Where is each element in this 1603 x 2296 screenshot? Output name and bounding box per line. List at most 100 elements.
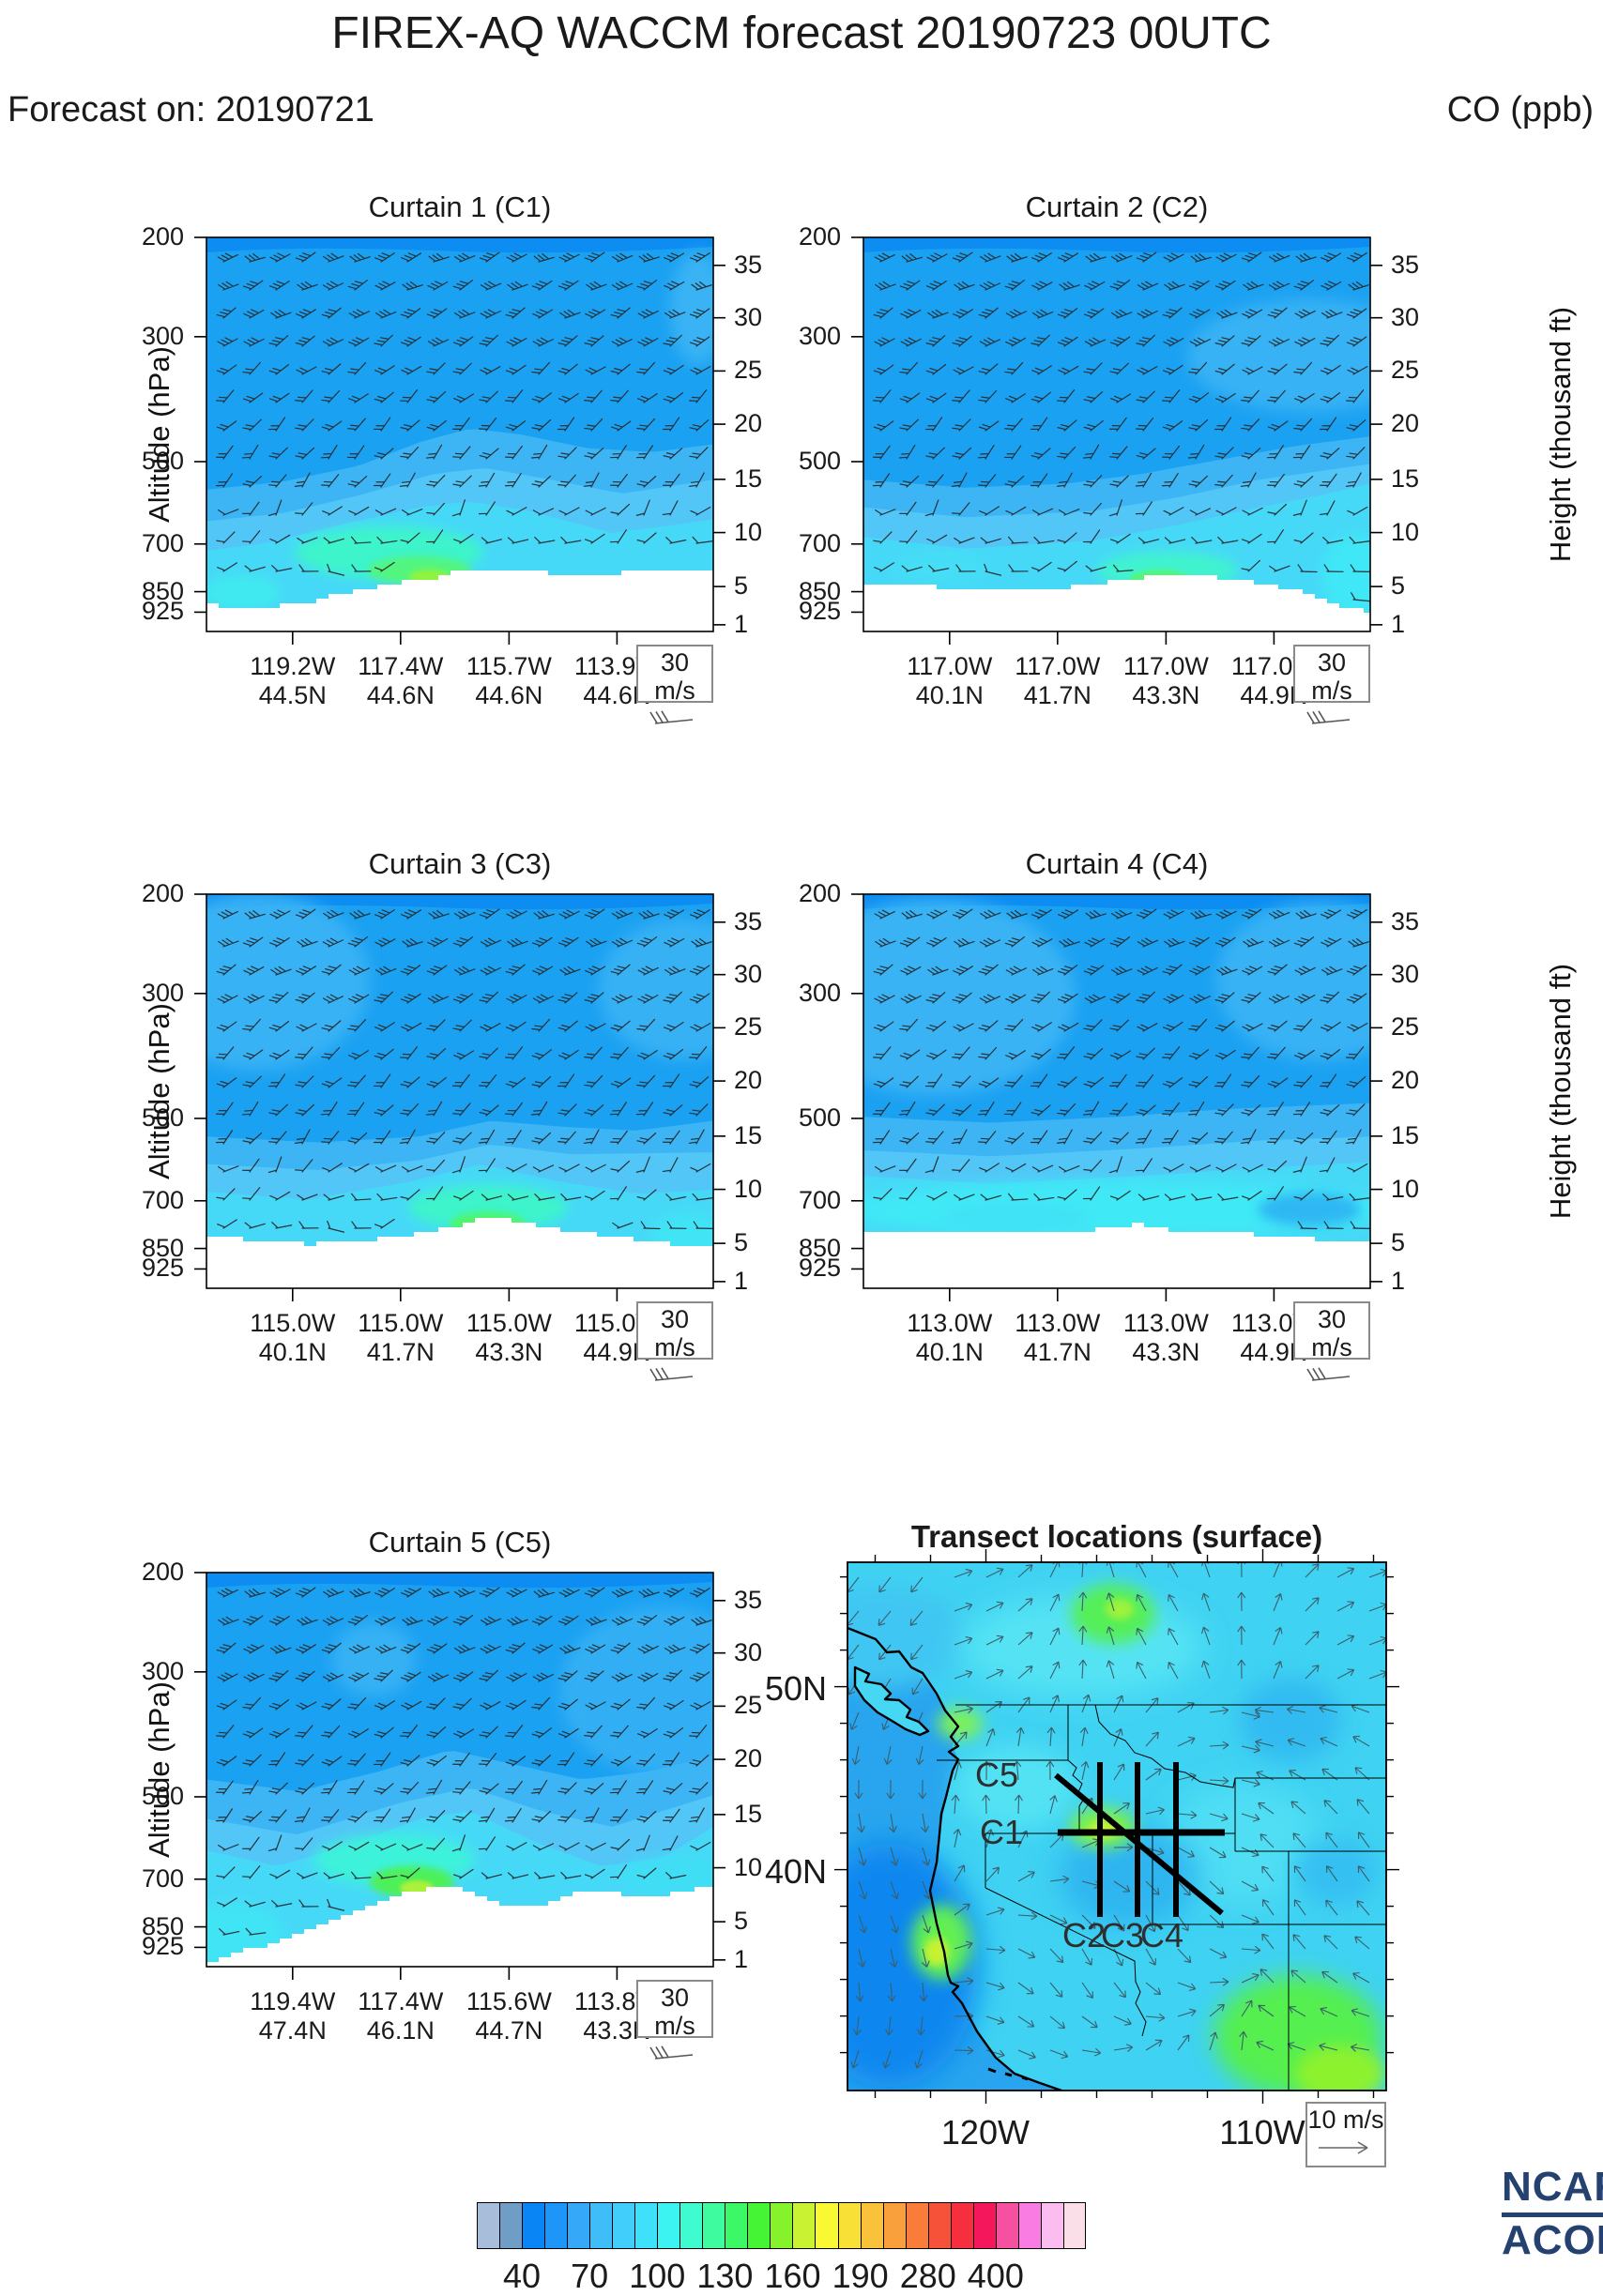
pressure-tick-label: 925 (141, 1254, 184, 1283)
height-tick-label: 15 (734, 1799, 763, 1828)
logo-acom-text: ACOM (1502, 2217, 1603, 2263)
height-tick-label: 35 (1391, 250, 1420, 279)
altitude-axis-label: Altitude (hPa) (143, 1003, 176, 1179)
colorbar-cell (860, 2202, 883, 2249)
barb-reference-icon (649, 2045, 694, 2060)
pressure-tick-label: 300 (798, 978, 841, 1007)
barb-reference-box: 30 m/s (636, 1980, 713, 2060)
pressure-tick-label: 850 (141, 1233, 184, 1262)
barb-reference-label: 30 m/s (654, 648, 695, 705)
colorbar-cell (972, 2202, 996, 2249)
height-tick-label: 30 (1391, 302, 1420, 331)
colorbar-tick-label: 190 (832, 2257, 889, 2295)
forecast-on-label: Forecast on: 20190721 (8, 90, 374, 129)
barb-reference-label: 30 m/s (1311, 1305, 1352, 1361)
colorbar-cell (544, 2202, 568, 2249)
height-tick-label: 1 (1391, 1266, 1406, 1295)
pressure-tick-label: 700 (798, 1185, 841, 1214)
ncar-acom-logo: NCAR ACOM (1502, 2164, 1603, 2264)
colorbar-tick-label: 280 (899, 2257, 956, 2295)
height-tick-label: 10 (734, 1174, 763, 1203)
colorbar-cell (477, 2202, 500, 2249)
lat-line: 44.7N (475, 2016, 543, 2045)
lat-line: 40.1N (258, 1338, 327, 1366)
lat-line: 41.7N (1023, 1338, 1092, 1366)
colorbar-cell (1040, 2202, 1063, 2249)
lonlat-tick-label: 119.4W 47.4N (227, 1987, 359, 2045)
colorbar-cell (612, 2202, 635, 2249)
curtain-plot-C1 (194, 236, 725, 645)
curtain-plot-C2 (851, 236, 1382, 645)
curtain-title-C2: Curtain 2 (C2) (1025, 190, 1209, 223)
lat-line: 41.7N (1023, 681, 1092, 709)
colorbar-cell (499, 2202, 523, 2249)
colorbar-tick-label: 130 (696, 2257, 754, 2295)
pressure-tick-label: 850 (141, 576, 184, 605)
lat-line: 44.6N (366, 681, 435, 709)
vector-reference-box: 10 m/s (1305, 2102, 1386, 2167)
barb-reference-label: 30 m/s (654, 1984, 695, 2040)
page-title: FIREX-AQ WACCM forecast 20190723 00UTC (331, 8, 1272, 58)
height-tick-label: 25 (734, 1012, 763, 1042)
pressure-tick-label: 500 (141, 1781, 184, 1810)
transect-label-C1: C1 (980, 1813, 1023, 1851)
pressure-tick-label: 500 (141, 446, 184, 475)
pressure-tick-label: 925 (141, 597, 184, 626)
lonlat-tick-label: 117.4W 44.6N (335, 652, 466, 710)
pressure-tick-label: 925 (798, 597, 841, 626)
lonlat-tick-label: 115.7W 44.6N (443, 652, 574, 710)
colorbar-tick-label: 70 (571, 2257, 609, 2295)
map-title: Transect locations (surface) (910, 1519, 1323, 1554)
colorbar-cell (567, 2202, 590, 2249)
colorbar-cell (1062, 2202, 1086, 2249)
height-tick-label: 1 (734, 609, 749, 638)
lonlat-tick-label: 117.0W 43.3N (1100, 652, 1231, 710)
colorbar-cell (927, 2202, 951, 2249)
height-tick-label: 35 (734, 906, 763, 935)
logo-ncar-text: NCAR (1502, 2164, 1603, 2217)
pressure-tick-label: 200 (798, 222, 841, 251)
lat-line: 43.3N (1132, 1338, 1200, 1366)
barb-reference-icon (649, 710, 694, 724)
pressure-tick-label: 850 (798, 1233, 841, 1262)
height-tick-label: 10 (734, 1852, 763, 1881)
height-tick-label: 30 (1391, 959, 1420, 988)
barb-reference-box: 30 m/s (1293, 645, 1370, 724)
lonlat-tick-label: 113.0W 40.1N (884, 1309, 1015, 1367)
pressure-tick-label: 300 (141, 1656, 184, 1685)
lonlat-tick-label: 115.0W 40.1N (227, 1309, 359, 1367)
transect-label-C3: C3 (1101, 1916, 1144, 1954)
height-tick-label: 30 (734, 959, 763, 988)
height-tick-label: 15 (1391, 1120, 1420, 1149)
colorbar-cell (1017, 2202, 1041, 2249)
curtain-title-C3: Curtain 3 (C3) (368, 847, 552, 880)
pressure-tick-label: 200 (141, 1558, 184, 1586)
colorbar-cell (995, 2202, 1018, 2249)
colorbar-cell (679, 2202, 703, 2249)
colorbar-tick-label: 400 (967, 2257, 1024, 2295)
lonlat-tick-label: 117.4W 46.1N (335, 1987, 466, 2045)
pressure-tick-label: 700 (141, 1863, 184, 1893)
colorbar-cell (522, 2202, 545, 2249)
pressure-tick-label: 925 (798, 1254, 841, 1283)
pressure-tick-label: 700 (141, 1185, 184, 1214)
lat-line: 44.6N (475, 681, 543, 709)
transect-label-C2: C2 (1062, 1916, 1106, 1954)
curtain-plot-C4 (851, 893, 1382, 1301)
height-tick-label: 30 (734, 302, 763, 331)
lonlat-tick-label: 119.2W 44.5N (227, 652, 359, 710)
curtain-plot-C3 (194, 893, 725, 1301)
height-tick-label: 35 (734, 1585, 763, 1614)
height-tick-label: 25 (734, 356, 763, 385)
pressure-tick-label: 850 (141, 1911, 184, 1940)
curtain-plot-C5 (194, 1572, 725, 1980)
vector-reference-label: 10 m/s (1307, 2106, 1384, 2134)
lat-line: 41.7N (366, 1338, 435, 1366)
lonlat-tick-label: 115.6W 44.7N (443, 1987, 574, 2045)
height-tick-label: 15 (734, 1120, 763, 1149)
colorbar-cell (725, 2202, 748, 2249)
lonlat-tick-label: 115.0W 41.7N (335, 1309, 466, 1367)
